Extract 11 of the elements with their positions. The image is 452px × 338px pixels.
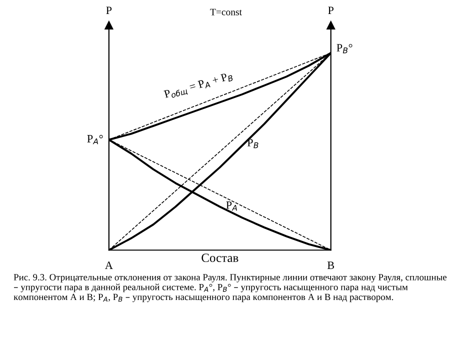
x-axis-title: Состав xyxy=(202,254,238,262)
text: T=const xyxy=(210,8,242,16)
text: Рис. 9.3. Отрицательные отклонения от закона Рауля. Пунктирные линии отвечают закону Рауля, сплошные – упругости пара в данной реальной системе. P$_{A}$°, P$_{B}$° – упругость насыщенного пара над чистым компонентом A и B; P$_{A}$, P$_{B}$ – упругость насыщенного пара компонентов A и B над раствором. xyxy=(14,274,447,302)
y-axis-title: P xyxy=(226,202,232,209)
text: P xyxy=(328,6,334,14)
annotation: P$_{B}$° xyxy=(336,44,352,54)
annotation: P$_{A}$° xyxy=(87,134,103,144)
text: B xyxy=(254,142,258,148)
text: A xyxy=(232,204,237,211)
text: P xyxy=(106,6,112,14)
annotation: P$_{общ}$ = P$_{A}$ + P$_{B}$ xyxy=(164,72,234,101)
